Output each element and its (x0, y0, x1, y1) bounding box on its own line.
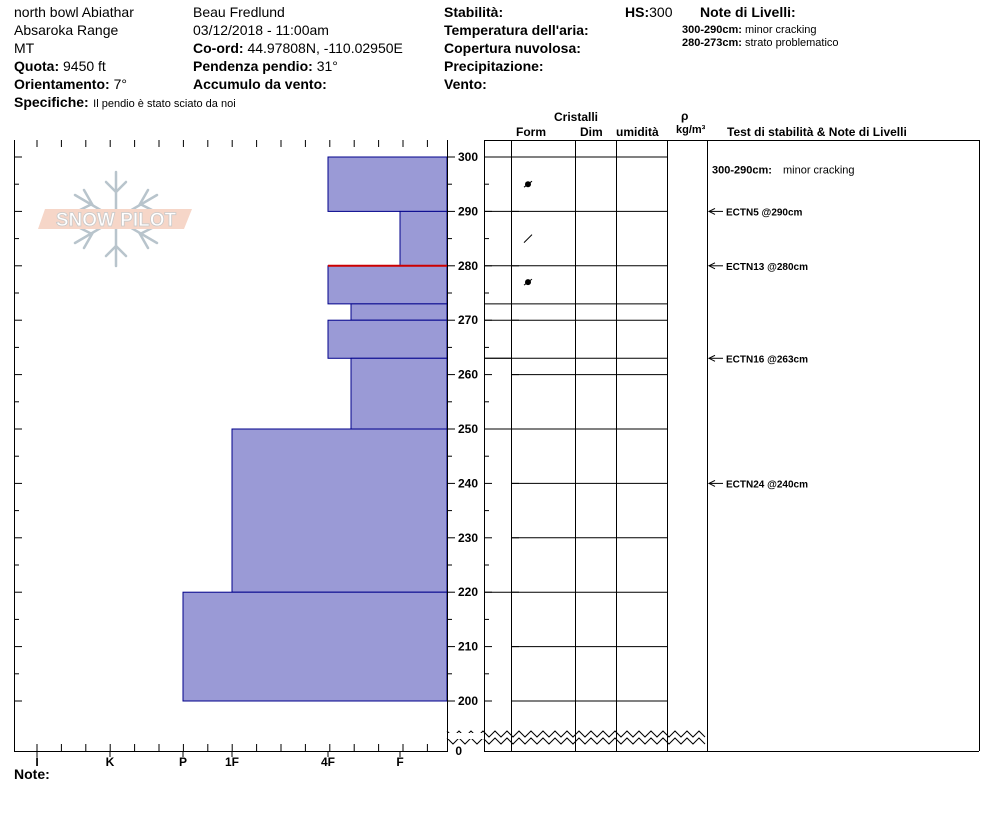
hs-label: HS: (625, 4, 650, 20)
location: north bowl Abiathar (14, 4, 134, 20)
layer-note: 280-273cm: strato problematico (682, 38, 839, 49)
layer-note: 300-290cm: minor cracking (682, 25, 817, 36)
crystal-symbols (523, 180, 533, 286)
layer-note-text: strato problematico (745, 37, 839, 49)
layer-note-text: minor cracking (745, 24, 817, 36)
height-label: 260 (458, 368, 478, 382)
crystal-dot-stroke (523, 278, 533, 286)
specifics-label: Specifiche: (14, 94, 89, 110)
wind-loading-label: Accumulo da vento: (193, 76, 327, 92)
hardness-axes (14, 140, 448, 752)
height-label: 240 (458, 476, 478, 490)
range-note-text: minor cracking (783, 164, 855, 176)
layer-bar (350, 303, 448, 321)
layer-bar (399, 210, 448, 267)
layer-bar (327, 265, 448, 305)
test-arrow-head (707, 262, 716, 270)
height-label: 270 (458, 313, 478, 327)
height-label: 250 (458, 422, 478, 436)
range-note-label: 300-290cm: (712, 164, 772, 176)
crystal-dot-stroke (523, 180, 533, 188)
height-label: 210 (458, 640, 478, 654)
stability-test-label: ECTN13 @280cm (726, 262, 808, 273)
stability-test-label: ECTN24 @240cm (726, 479, 808, 490)
height-label: 220 (458, 585, 478, 599)
wind-label: Vento: (444, 76, 487, 92)
coord-value: 44.97808N, -110.02950E (247, 40, 403, 56)
height-label: 300 (458, 150, 478, 164)
height-label: 280 (458, 259, 478, 273)
layer-bar (327, 319, 448, 359)
air-temp-label: Temperatura dell'aria: (444, 22, 589, 38)
hardness-label: F (396, 755, 403, 769)
height-label: 200 (458, 694, 478, 708)
layer-bar (231, 428, 448, 593)
coord-label: Co-ord: (193, 40, 244, 56)
break-zigzag (446, 737, 706, 745)
observer: Beau Fredlund (193, 4, 285, 20)
state: MT (14, 40, 35, 56)
layer-bar (350, 357, 448, 430)
hardness-ticks: I K P 1F 4F F (35, 140, 428, 769)
hs-value: 300 (649, 4, 673, 20)
hardness-label: P (179, 755, 187, 769)
specifics-value: Il pendio è stato sciato da noi (93, 98, 236, 110)
stability-test-label: ECTN16 @263cm (726, 354, 808, 365)
profile-grid (447, 140, 980, 752)
stability-tests: ECTN5 @290cm ECTN13 @280cm ECTN16 @263cm EC… (707, 164, 855, 490)
test-arrow-head (707, 354, 716, 362)
precip-label: Precipitazione: (444, 58, 544, 74)
aspect-value: 7° (113, 76, 127, 92)
height-label: 0 (455, 744, 462, 758)
layer-note-range: 280-273cm: (682, 37, 742, 49)
size-header: Dim (580, 125, 603, 139)
datetime: 03/12/2018 - 11:00am (193, 22, 329, 38)
hardness-label: 1F (225, 755, 239, 769)
crystal-slash-symbol (523, 234, 533, 243)
layer-bar (182, 591, 448, 702)
height-label: 290 (458, 204, 478, 218)
hardness-layers (182, 156, 448, 702)
height-ticks: 200 210 220 230 240 250 260 270 280 290 300 0 (14, 150, 519, 758)
slope-value: 31° (316, 58, 338, 74)
stability-tests-header: Test di stabilità & Note di Livelli (727, 125, 907, 139)
specifics: Specifiche: Il pendio è stato sciato da … (14, 95, 236, 111)
layer-bar (327, 156, 448, 212)
break-zigzag (446, 730, 706, 738)
snow-pilot-logo: SNOW PILOT (38, 170, 192, 268)
test-arrow-head (707, 207, 716, 215)
range: Absaroka Range (14, 22, 119, 38)
aspect-label: Orientamento: (14, 76, 110, 92)
break-gap (448, 733, 484, 739)
layer-notes-title: Note di Livelli: (700, 4, 796, 20)
slope-label: Pendenza pendio: (193, 58, 313, 74)
axis-break (446, 730, 706, 745)
stability-label: Stabilità: (444, 4, 504, 20)
density-header: kg/m³ (676, 124, 706, 136)
note-label: Note: (14, 766, 50, 782)
rho-header: ρ (681, 109, 689, 123)
sky-label: Copertura nuvolosa: (444, 40, 581, 56)
coordinates: Co-ord: 44.97808N, -110.02950E (193, 41, 403, 55)
elevation-label: Quota: (14, 58, 60, 74)
layer-note-range: 300-290cm: (682, 24, 742, 36)
elevation: Quota: 9450 ft (14, 59, 106, 73)
stability-test-label: ECTN5 @290cm (726, 207, 803, 218)
hardness-label: K (106, 755, 115, 769)
form-header: Form (516, 125, 546, 139)
logo-text: SNOW PILOT (56, 210, 177, 231)
test-arrow-head (707, 479, 716, 487)
hardness-label: 4F (321, 755, 335, 769)
elevation-value: 9450 ft (63, 58, 106, 74)
height-gridlines (484, 156, 667, 702)
snow-height: HS:300 (625, 5, 672, 19)
height-label: 230 (458, 531, 478, 545)
moisture-header: umidità (616, 125, 659, 139)
hardness-label: I (35, 755, 38, 769)
slope: Pendenza pendio: 31° (193, 59, 338, 73)
aspect: Orientamento: 7° (14, 77, 127, 91)
crystals-header: Cristalli (554, 110, 599, 124)
